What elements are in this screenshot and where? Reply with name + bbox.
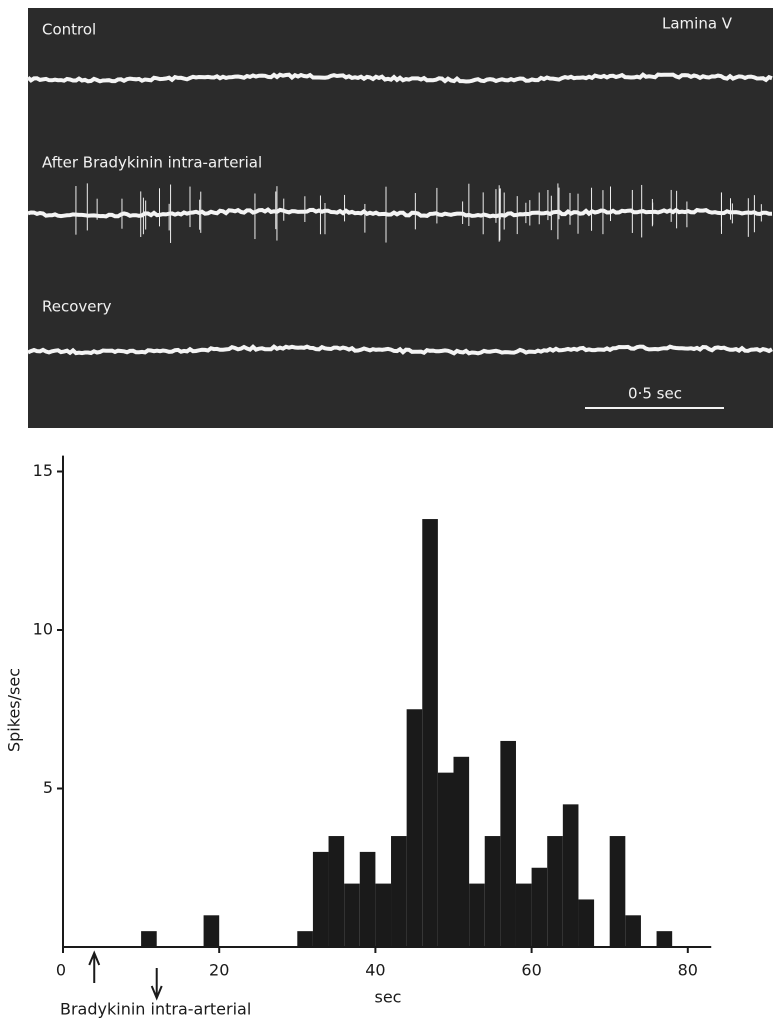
bar [578, 899, 594, 947]
x-tick-label: 80 [678, 961, 698, 980]
y-axis-title: Spikes/sec [5, 668, 24, 752]
y-tick-label: 5 [43, 778, 53, 797]
bar [657, 931, 673, 947]
y-tick-label: 15 [33, 461, 53, 480]
x-tick-label: 60 [521, 961, 541, 980]
bar [422, 519, 438, 947]
x-axis-title: sec [375, 988, 402, 1007]
bar [516, 884, 532, 947]
bar [500, 741, 516, 947]
trace-background [28, 8, 773, 428]
y-tick-label: 10 [33, 620, 53, 639]
bar [485, 836, 501, 947]
trace-label: Lamina V [662, 15, 733, 33]
bar [204, 915, 220, 947]
trace-panel: Control Lamina V After Bradykinin intra-… [28, 8, 773, 428]
bar [407, 709, 423, 947]
annotation: Bradykinin intra-arterial [60, 1000, 251, 1019]
bar [141, 931, 157, 947]
bar [313, 852, 329, 947]
x-tick-label: 0 [56, 961, 66, 980]
arrow-up [89, 953, 99, 983]
scale-bar-label: 0·5 sec [628, 385, 682, 403]
x-tick-label: 20 [209, 961, 229, 980]
histogram: 5 10 15 0 20 40 60 80 Spikes/sec sec Bradykinin in… [5, 456, 712, 1019]
bar [532, 868, 548, 947]
bar [375, 884, 391, 947]
bar [344, 884, 360, 947]
arrow-down [152, 968, 162, 998]
bar [297, 931, 313, 947]
bar [610, 836, 626, 947]
bar [438, 773, 454, 947]
bar [329, 836, 345, 947]
trace-label: Control [42, 21, 96, 39]
x-tick-label: 40 [365, 961, 385, 980]
figure: Control Lamina V After Bradykinin intra-… [0, 0, 775, 1023]
bar [547, 836, 563, 947]
trace-label: Recovery [42, 298, 112, 316]
bar [625, 915, 641, 947]
page: Control Lamina V After Bradykinin intra-… [0, 0, 775, 1027]
bar [454, 757, 470, 947]
trace-label: After Bradykinin intra-arterial [42, 154, 262, 172]
bar [469, 884, 485, 947]
bar [360, 852, 376, 947]
bar [391, 836, 407, 947]
bar [563, 804, 579, 947]
